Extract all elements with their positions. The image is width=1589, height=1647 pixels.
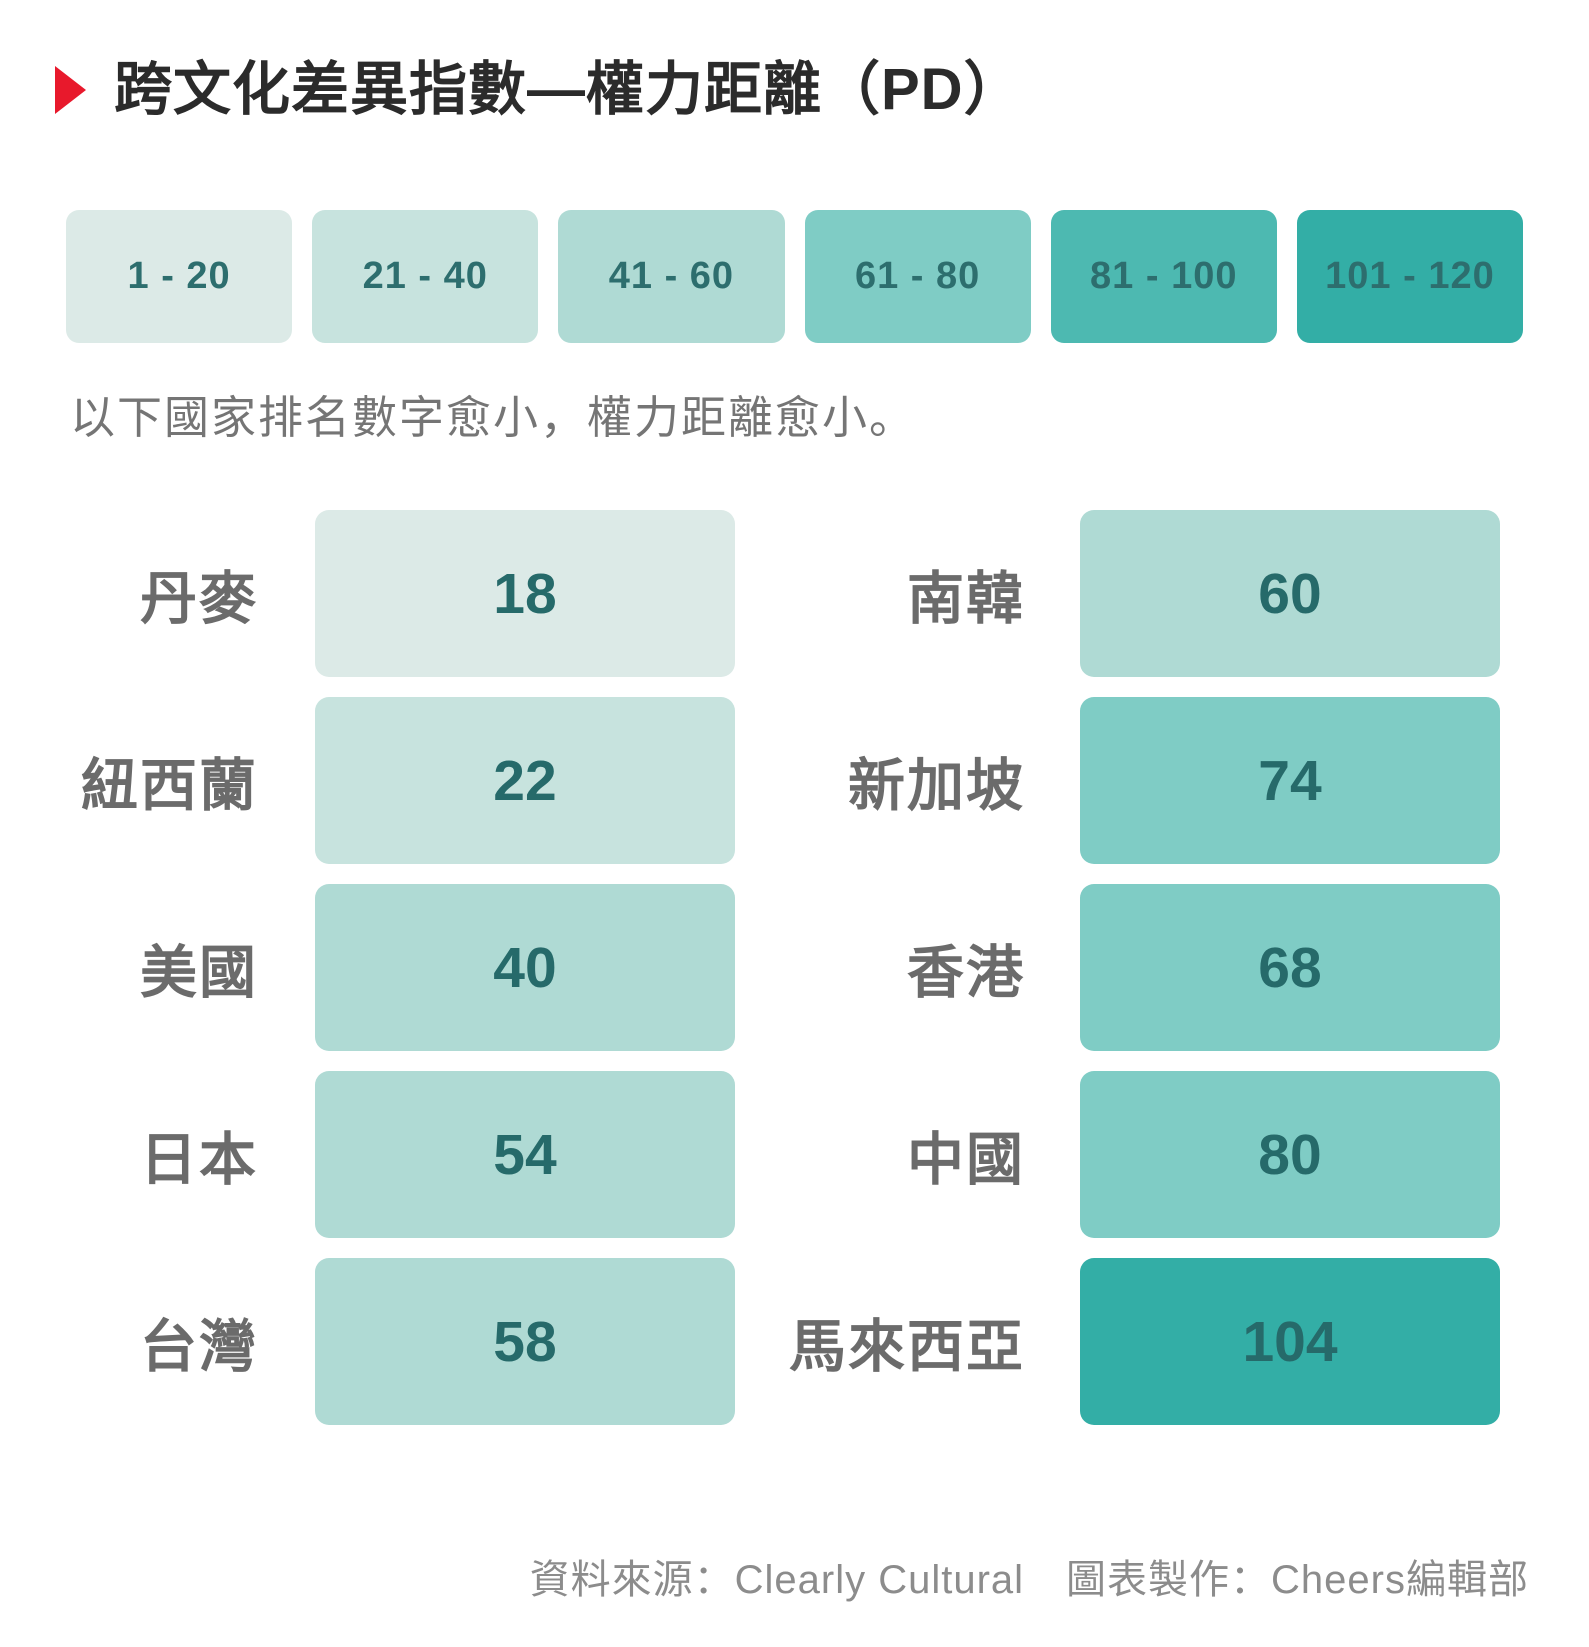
data-source-text: 資料來源：Clearly Cultural: [529, 1558, 1025, 1602]
country-label: 中國: [907, 1127, 1025, 1192]
chart-credit-text: 圖表製作：Cheers編輯部: [1066, 1558, 1529, 1602]
value-bar: 58: [315, 1258, 735, 1425]
value-text: 22: [493, 748, 557, 813]
value-bar: 104: [1080, 1258, 1500, 1425]
country-row: 丹麥 18: [66, 510, 735, 677]
value-text: 74: [1258, 748, 1322, 813]
bars-grid: 丹麥 18 紐西蘭 22 美國 40 日本 54: [0, 510, 1589, 1425]
value-text: 80: [1258, 1122, 1322, 1187]
value-text: 68: [1258, 935, 1322, 1000]
value-bar: 80: [1080, 1071, 1500, 1238]
country-row: 日本 54: [66, 1071, 735, 1238]
country-label: 紐西蘭: [81, 753, 258, 818]
legend-band-2: 21 - 40: [312, 210, 539, 343]
country-label: 丹麥: [140, 566, 258, 631]
value-bar: 40: [315, 884, 735, 1051]
value-text: 54: [493, 1122, 557, 1187]
country-label: 新加坡: [848, 753, 1025, 818]
country-label: 台灣: [140, 1314, 258, 1379]
country-row: 台灣 58: [66, 1258, 735, 1425]
header: 跨文化差異指數—權力距離（PD）: [0, 0, 1589, 125]
country-row: 美國 40: [66, 884, 735, 1051]
footer: 資料來源：Clearly Cultural 圖表製作：Cheers編輯部: [530, 1547, 1529, 1605]
country-row: 南韓 60: [760, 510, 1500, 677]
legend-band-3: 41 - 60: [558, 210, 785, 343]
legend-band-label: 1 - 20: [127, 255, 231, 297]
country-row: 紐西蘭 22: [66, 697, 735, 864]
value-bar: 54: [315, 1071, 735, 1238]
country-row: 中國 80: [760, 1071, 1500, 1238]
legend-band-label: 41 - 60: [608, 255, 735, 297]
bars-column-left: 丹麥 18 紐西蘭 22 美國 40 日本 54: [66, 510, 735, 1425]
country-label: 日本: [140, 1127, 258, 1192]
value-bar: 22: [315, 697, 735, 864]
country-label: 馬來西亞: [789, 1314, 1025, 1379]
country-label: 南韓: [907, 566, 1025, 631]
chart-subtitle: 以下國家排名數字愈小，權力距離愈小。: [70, 392, 917, 443]
bars-column-right: 南韓 60 新加坡 74 香港 68 中國 80: [760, 510, 1500, 1425]
value-text: 60: [1258, 561, 1322, 626]
legend-band-5: 81 - 100: [1050, 210, 1277, 343]
legend-band-label: 61 - 80: [854, 255, 981, 297]
value-text: 18: [493, 561, 557, 626]
legend-band-1: 1 - 20: [66, 210, 293, 343]
country-label: 美國: [140, 940, 258, 1005]
country-label: 香港: [907, 940, 1025, 1005]
value-text: 104: [1242, 1309, 1338, 1374]
legend: 1 - 20 21 - 40 41 - 60 61 - 80 81 - 100 …: [66, 210, 1524, 343]
red-triangle-icon: [55, 66, 86, 114]
value-text: 40: [493, 935, 557, 1000]
value-bar: 18: [315, 510, 735, 677]
legend-band-4: 61 - 80: [804, 210, 1031, 343]
legend-band-6: 101 - 120: [1296, 210, 1524, 343]
page-title: 跨文化差異指數—權力距離（PD）: [114, 57, 1023, 122]
country-row: 香港 68: [760, 884, 1500, 1051]
country-row: 馬來西亞 104: [760, 1258, 1500, 1425]
legend-band-label: 21 - 40: [362, 255, 488, 297]
legend-band-label: 101 - 120: [1325, 255, 1495, 297]
value-text: 58: [493, 1309, 557, 1374]
value-bar: 60: [1080, 510, 1500, 677]
value-bar: 68: [1080, 884, 1500, 1051]
legend-band-label: 81 - 100: [1090, 255, 1238, 297]
value-bar: 74: [1080, 697, 1500, 864]
country-row: 新加坡 74: [760, 697, 1500, 864]
